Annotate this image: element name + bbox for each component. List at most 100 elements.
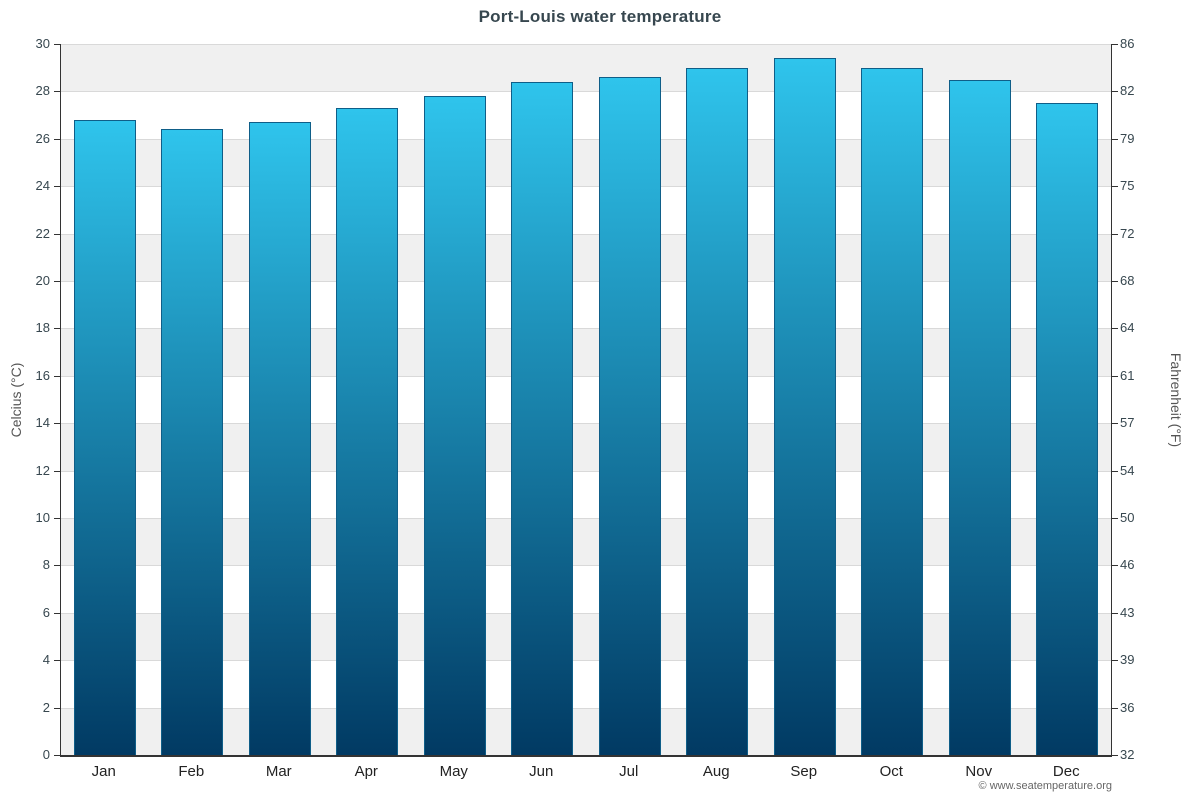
plot-band bbox=[61, 233, 1111, 281]
axis-tick-mark bbox=[54, 612, 60, 614]
x-tick-feb: Feb bbox=[178, 763, 205, 780]
y-tick-celsius-22: 22 bbox=[35, 225, 50, 241]
axis-tick-mark bbox=[1112, 660, 1118, 662]
axis-tick-mark bbox=[1112, 565, 1118, 567]
bar-oct[interactable] bbox=[861, 67, 924, 755]
y-tick-fahrenheit-68: 68 bbox=[1120, 273, 1135, 288]
axis-tick-mark bbox=[54, 375, 60, 377]
y-tick-celsius-6: 6 bbox=[42, 604, 50, 620]
axis-tick-mark bbox=[1112, 91, 1118, 93]
y-axis-label-fahrenheit: Fahrenheit (°F) bbox=[1168, 352, 1184, 448]
axis-tick-mark bbox=[54, 518, 60, 519]
x-tick-may: May bbox=[439, 763, 468, 780]
y-tick-celsius-24: 24 bbox=[35, 178, 50, 194]
y-tick-fahrenheit-64: 64 bbox=[1120, 320, 1135, 336]
axis-tick-mark bbox=[1112, 186, 1118, 188]
bar-sep[interactable] bbox=[773, 58, 836, 755]
bar-jul[interactable] bbox=[598, 77, 661, 755]
plot-band bbox=[61, 518, 1111, 566]
axis-tick-mark bbox=[54, 328, 60, 330]
axis-tick-mark bbox=[1112, 138, 1118, 140]
y-tick-fahrenheit-50: 50 bbox=[1120, 510, 1135, 525]
x-tick-dec: Dec bbox=[1052, 763, 1080, 780]
bar-feb[interactable] bbox=[161, 129, 224, 755]
y-tick-fahrenheit-54: 54 bbox=[1120, 462, 1135, 478]
axis-tick-mark bbox=[1112, 755, 1118, 756]
plot-band bbox=[61, 138, 1111, 187]
bar-jan[interactable] bbox=[73, 119, 136, 755]
axis-tick-mark bbox=[54, 44, 60, 45]
x-tick-oct: Oct bbox=[879, 763, 903, 780]
axis-tick-mark bbox=[1112, 328, 1118, 330]
plot-band bbox=[61, 375, 1111, 424]
bar-mar[interactable] bbox=[248, 122, 311, 755]
axis-tick-mark bbox=[54, 138, 60, 140]
x-tick-jun: Jun bbox=[529, 763, 554, 780]
gridline bbox=[61, 565, 1111, 567]
bar-dec[interactable] bbox=[1036, 103, 1099, 755]
bar-jun[interactable] bbox=[511, 81, 574, 755]
axis-tick-mark bbox=[54, 186, 60, 188]
x-tick-sep: Sep bbox=[790, 763, 818, 780]
y-tick-celsius-2: 2 bbox=[42, 699, 50, 715]
y-tick-celsius-10: 10 bbox=[35, 510, 50, 525]
bar-may[interactable] bbox=[423, 96, 486, 755]
bar-nov[interactable] bbox=[948, 79, 1011, 755]
axis-tick-mark bbox=[54, 91, 60, 93]
x-tick-apr: Apr bbox=[354, 763, 378, 780]
gridline bbox=[61, 233, 1111, 235]
y-tick-celsius-16: 16 bbox=[35, 367, 50, 383]
plot-band bbox=[61, 660, 1111, 708]
x-tick-jul: Jul bbox=[619, 763, 639, 780]
plot-band bbox=[61, 423, 1111, 471]
axis-tick-mark bbox=[1112, 233, 1118, 235]
plot-band bbox=[61, 91, 1111, 139]
x-tick-mar: Mar bbox=[265, 763, 292, 780]
y-tick-fahrenheit-75: 75 bbox=[1120, 178, 1135, 194]
axis-tick-mark bbox=[54, 233, 60, 235]
axis-tick-mark bbox=[1112, 612, 1118, 614]
axis-tick-mark bbox=[54, 707, 60, 709]
y-tick-fahrenheit-61: 61 bbox=[1120, 367, 1135, 383]
axis-tick-mark bbox=[1112, 281, 1118, 282]
gridline bbox=[61, 612, 1111, 614]
y-tick-celsius-4: 4 bbox=[42, 652, 50, 668]
axis-tick-mark bbox=[1112, 423, 1118, 425]
x-tick-aug: Aug bbox=[702, 763, 730, 780]
axis-tick-mark bbox=[1112, 518, 1118, 519]
plot-area bbox=[60, 44, 1112, 757]
bar-aug[interactable] bbox=[686, 67, 749, 755]
gridline bbox=[61, 328, 1111, 330]
plot-band bbox=[61, 565, 1111, 613]
axis-tick-mark bbox=[54, 755, 60, 756]
gridline bbox=[61, 423, 1111, 425]
gridline bbox=[61, 281, 1111, 282]
axis-tick-mark bbox=[54, 423, 60, 425]
plot-band bbox=[61, 328, 1111, 376]
y-tick-fahrenheit-82: 82 bbox=[1120, 83, 1135, 99]
gridline bbox=[61, 91, 1111, 93]
axis-tick-mark bbox=[1112, 44, 1118, 45]
y-tick-fahrenheit-72: 72 bbox=[1120, 225, 1135, 241]
axis-tick-mark bbox=[54, 281, 60, 282]
axis-tick-mark bbox=[54, 470, 60, 472]
gridline bbox=[61, 138, 1111, 140]
y-tick-fahrenheit-39: 39 bbox=[1120, 652, 1135, 668]
gridline bbox=[61, 470, 1111, 472]
gridline bbox=[61, 660, 1111, 662]
y-tick-fahrenheit-86: 86 bbox=[1120, 36, 1135, 51]
y-tick-fahrenheit-79: 79 bbox=[1120, 130, 1135, 146]
axis-tick-mark bbox=[1112, 470, 1118, 472]
y-tick-celsius-28: 28 bbox=[35, 83, 50, 99]
y-tick-fahrenheit-46: 46 bbox=[1120, 557, 1135, 573]
y-tick-celsius-30: 30 bbox=[35, 36, 50, 51]
y-tick-celsius-26: 26 bbox=[35, 130, 50, 146]
y-tick-fahrenheit-43: 43 bbox=[1120, 604, 1135, 620]
copyright-credit: © www.seatemperature.org bbox=[978, 780, 1112, 792]
axis-tick-mark bbox=[54, 565, 60, 567]
plot-band bbox=[61, 612, 1111, 661]
bar-apr[interactable] bbox=[336, 107, 399, 755]
plot-band bbox=[61, 707, 1111, 755]
axis-tick-mark bbox=[1112, 375, 1118, 377]
